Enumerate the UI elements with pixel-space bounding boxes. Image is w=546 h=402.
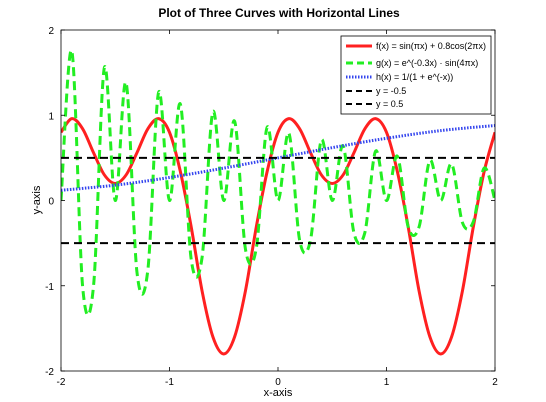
chart-title: Plot of Three Curves with Horizontal Lin… <box>158 6 400 20</box>
legend-entry-f: f(x) = sin(πx) + 0.8cos(2πx) <box>376 41 486 51</box>
x-tick-label: 1 <box>384 377 390 388</box>
y-tick-label: 1 <box>48 111 54 122</box>
legend-entry-ym05: y = -0.5 <box>376 86 406 96</box>
series-line-0 <box>61 117 495 356</box>
legend: f(x) = sin(πx) + 0.8cos(2πx) g(x) = e^(-… <box>340 35 492 115</box>
y-axis-label: y-axis <box>31 185 43 214</box>
legend-box <box>340 35 492 115</box>
series-line-1 <box>61 48 495 317</box>
x-tick-label: 0 <box>275 377 281 388</box>
series-line-2 <box>61 123 495 192</box>
x-tick-label: 2 <box>492 377 498 388</box>
y-tick-label: 2 <box>48 26 54 37</box>
x-tick-label: -2 <box>57 377 66 388</box>
legend-entry-y05: y = 0.5 <box>376 99 403 109</box>
legend-entry-g: g(x) = e^(-0.3x) · sin(4πx) <box>376 58 478 68</box>
x-axis-label: x-axis <box>264 387 293 399</box>
legend-entry-h: h(x) = 1/(1 + e^(-x)) <box>376 72 453 82</box>
legend-g-text: g(x) = e^(-0.3x) · sin(4πx) <box>376 58 478 68</box>
y-tick-label: -1 <box>45 282 54 293</box>
y-tick-label: 0 <box>48 197 54 208</box>
legend-h-text: h(x) = 1/(1 + e^(-x)) <box>376 72 453 82</box>
x-tick-label: -1 <box>165 377 174 388</box>
legend-f-text: f(x) = sin(πx) + 0.8cos(2πx) <box>376 41 486 51</box>
y-tick-label: -2 <box>45 367 54 378</box>
